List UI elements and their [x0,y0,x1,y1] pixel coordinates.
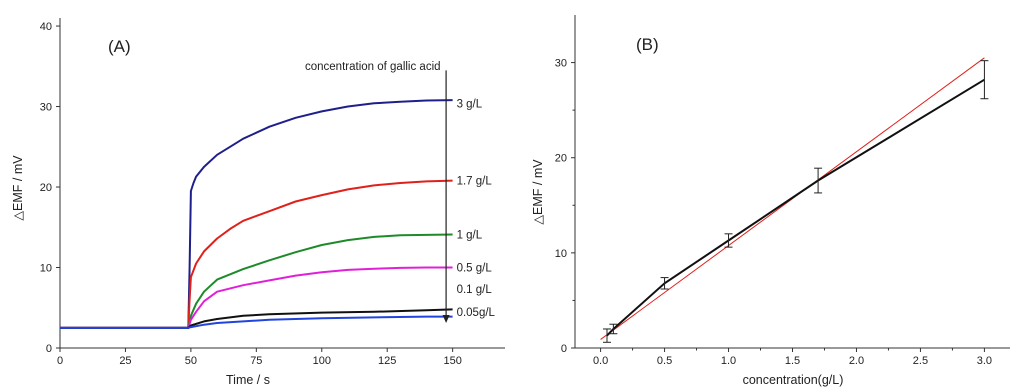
panel-b-x-axis-title: concentration(g/L) [743,373,844,387]
panel-a-x-axis-title: Time / s [226,373,270,387]
measured-line [606,78,985,337]
series-label-0-05g-l: 0.05g/L [457,307,496,319]
x-tick-label: 1.5 [785,355,800,367]
panel-b-axes: 0.0 0.5 1.0 1.5 2.0 2.5 3.0 0 10 20 30 [555,15,1010,367]
y-tick-label: 30 [40,102,52,114]
error-bar [609,323,618,335]
panel-b: (B) concentration(g/L) △EMF / mV 0.0 0.5 1… [531,15,1010,387]
y-tick-label: 10 [40,263,52,275]
series-line-3-g-l [60,99,453,329]
x-tick-label: 50 [185,355,197,367]
y-tick-label: 0 [561,343,567,355]
y-tick-label: 40 [40,21,52,33]
panel-a-legend-title: concentration of gallic acid [305,61,441,73]
error-bar [602,328,611,343]
series-line-1-g-l [60,233,453,329]
error-bar [814,167,823,194]
error-bar [980,60,989,100]
series-label-3-g-l: 3 g/L [457,98,483,110]
x-tick-label: 3.0 [977,355,992,367]
panel-b-label: (B) [636,35,659,54]
y-tick-label: 10 [555,248,567,260]
x-tick-label: 75 [250,355,262,367]
y-tick-label: 20 [40,182,52,194]
x-tick-label: 0.5 [657,355,672,367]
x-tick-label: 0.0 [593,355,608,367]
series-label-1-7-g-l: 1.7 g/L [457,176,493,188]
y-tick-label: 20 [555,153,567,165]
x-tick-label: 25 [119,355,131,367]
error-bar [724,233,733,248]
x-tick-label: 100 [313,355,331,367]
y-tick-label: 0 [46,343,52,355]
series-line-0-1-g-l [60,308,453,329]
series-label-1-g-l: 1 g/L [457,230,483,242]
series-label-0-1-g-l: 0.1 g/L [457,284,493,296]
x-tick-label: 2.0 [849,355,864,367]
panel-a-label: (A) [108,37,131,56]
panel-a-plot-area: 3 g/L 1.7 g/L 1 g/L 0.5 g/L 0.1 g/L 0.05g/L [60,70,496,329]
concentration-arrow-head [442,315,450,324]
series-label-0-5-g-l: 0.5 g/L [457,263,493,275]
x-tick-label: 1.0 [721,355,736,367]
panel-a-y-axis-title: △EMF / mV [11,155,25,221]
y-tick-label: 30 [555,58,567,70]
series-line-0-5-g-l [60,266,453,329]
x-tick-label: 2.5 [913,355,928,367]
panel-b-y-axis-title: △EMF / mV [531,159,545,225]
x-tick-label: 0 [57,355,63,367]
series-line-1-7-g-l [60,179,453,329]
panel-a-axes: 0 25 50 75 100 125 150 0 10 20 30 40 [40,18,505,367]
x-tick-label: 150 [443,355,461,367]
panel-b-plot-area [600,57,989,343]
error-bar [660,277,669,290]
series-line-0-05g-l [60,315,453,329]
panel-a: (A) concentration of gallic acid Time / … [11,18,505,387]
x-tick-label: 125 [378,355,396,367]
